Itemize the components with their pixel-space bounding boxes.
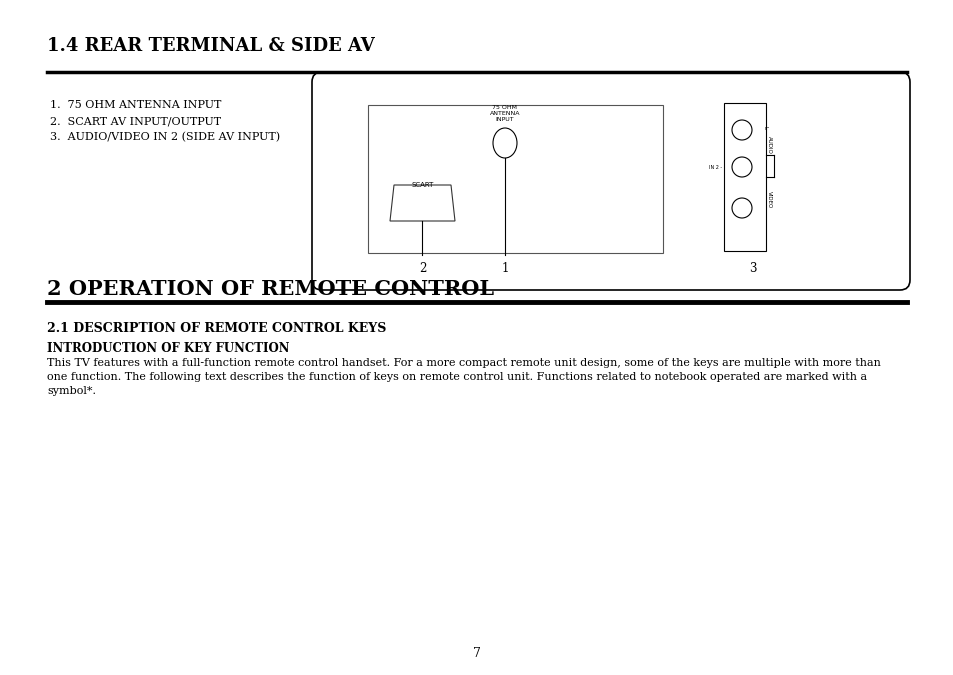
Text: 75 OHM
ANTENNA
INPUT: 75 OHM ANTENNA INPUT	[489, 105, 519, 122]
Ellipse shape	[731, 157, 751, 177]
Ellipse shape	[731, 120, 751, 140]
Text: SCART: SCART	[411, 182, 434, 188]
Text: one function. The following text describes the function of keys on remote contro: one function. The following text describ…	[47, 372, 866, 382]
Bar	[368, 105, 662, 253]
Text: IN 2 -: IN 2 -	[708, 165, 721, 171]
FancyBboxPatch shape	[312, 72, 909, 290]
Text: L: L	[762, 126, 767, 128]
Ellipse shape	[731, 198, 751, 218]
Text: 1: 1	[500, 262, 508, 275]
Text: 2.1 DESCRIPTION OF REMOTE CONTROL KEYS: 2.1 DESCRIPTION OF REMOTE CONTROL KEYS	[47, 322, 386, 335]
Text: symbol*.: symbol*.	[47, 386, 96, 396]
Text: This TV features with a full-function remote control handset. For a more compact: This TV features with a full-function re…	[47, 358, 880, 368]
Bar	[723, 103, 765, 251]
Text: 1.  75 OHM ANTENNA INPUT: 1. 75 OHM ANTENNA INPUT	[50, 100, 221, 110]
Text: 2: 2	[418, 262, 426, 275]
Text: 2 OPERATION OF REMOTE CONTROL: 2 OPERATION OF REMOTE CONTROL	[47, 279, 494, 299]
Text: 3.  AUDIO/VIDEO IN 2 (SIDE AV INPUT): 3. AUDIO/VIDEO IN 2 (SIDE AV INPUT)	[50, 132, 280, 142]
Ellipse shape	[493, 128, 517, 158]
Text: VIDEO: VIDEO	[766, 192, 771, 209]
Polygon shape	[390, 185, 455, 221]
Text: 2.  SCART AV INPUT/OUTPUT: 2. SCART AV INPUT/OUTPUT	[50, 116, 221, 126]
Text: 1.4 REAR TERMINAL & SIDE AV: 1.4 REAR TERMINAL & SIDE AV	[47, 37, 375, 55]
Text: INTRODUCTION OF KEY FUNCTION: INTRODUCTION OF KEY FUNCTION	[47, 342, 289, 355]
Text: 3: 3	[748, 262, 756, 275]
Text: 7: 7	[473, 647, 480, 660]
Text: AUDIO: AUDIO	[766, 136, 771, 154]
